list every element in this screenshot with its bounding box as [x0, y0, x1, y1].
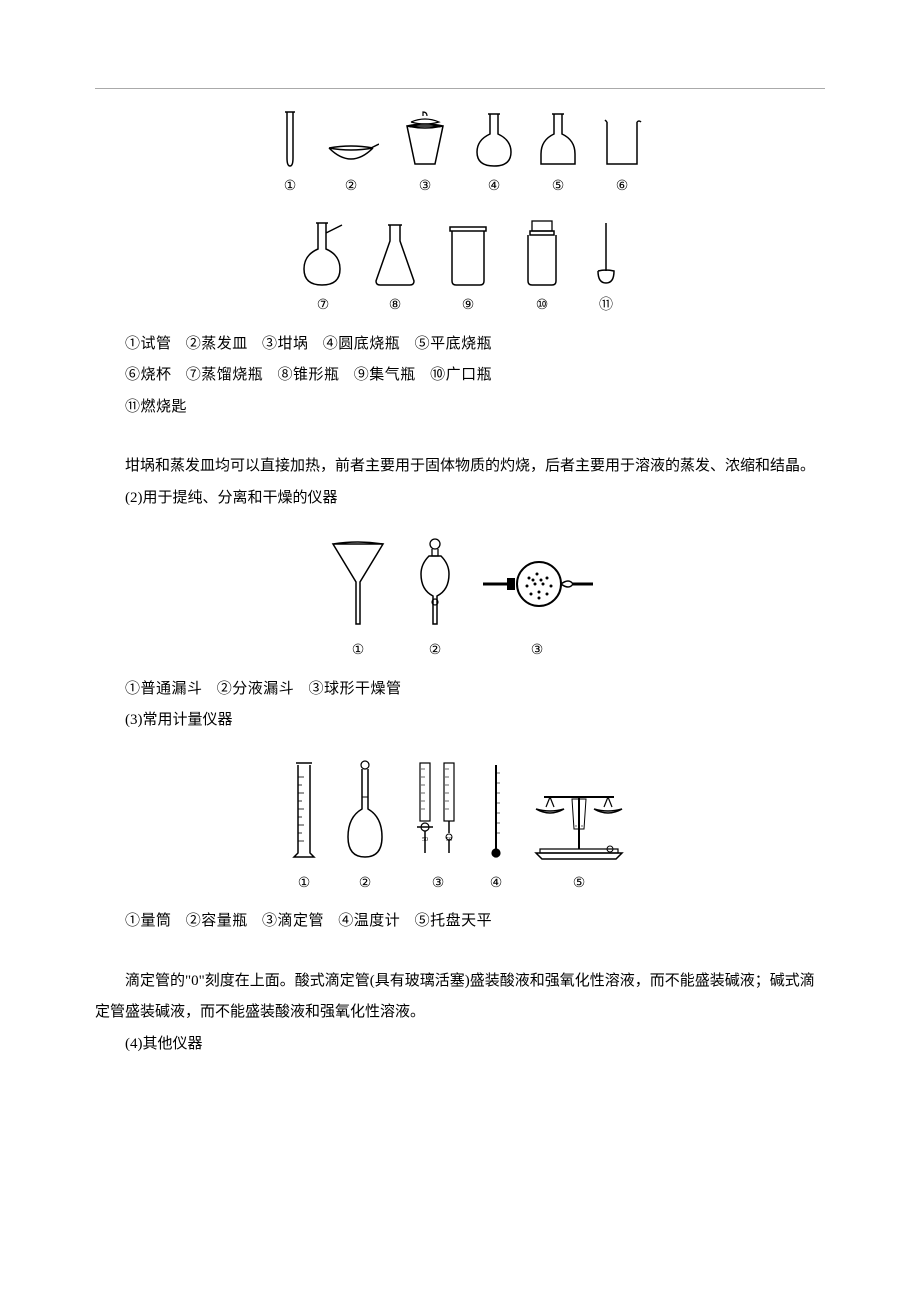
label-3: ③ [419, 172, 432, 201]
label-6: ⑥ [616, 172, 629, 201]
label-9: ⑨ [462, 291, 475, 320]
section2-list: ①普通漏斗 ②分液漏斗 ③球形干燥管 [95, 674, 825, 706]
volumetric-flask-icon: ② [340, 757, 390, 898]
label-8: ⑧ [389, 291, 402, 320]
section3-list: ①量筒 ②容量瓶 ③滴定管 ④温度计 ⑤托盘天平 [95, 906, 825, 938]
section2-diagram: ① ② [95, 534, 825, 665]
s3-label-1: ① [298, 869, 311, 898]
balance-icon: ⑤ [524, 757, 634, 898]
diagram-row-2: ⑦ ⑧ ⑨ ⑩ [95, 217, 825, 320]
section3-explain: 滴定管的"0"刻度在上面。酸式滴定管(具有玻璃活塞)盛装酸液和强氧化性溶液，而不… [95, 966, 825, 1029]
label-2: ② [345, 172, 358, 201]
diagram-row-1: ① ② ③ ④ [95, 110, 825, 201]
erlenmeyer-flask-icon: ⑧ [368, 217, 422, 320]
funnel-icon: ① [323, 534, 393, 665]
section1-diagram: ① ② ③ ④ [95, 110, 825, 321]
svg-text:50: 50 [446, 837, 452, 843]
section2-row: ① ② [95, 534, 825, 665]
label-5: ⑤ [552, 172, 565, 201]
flat-bottom-flask-icon: ⑤ [535, 110, 581, 201]
s3-label-4: ④ [490, 869, 503, 898]
s2-label-3: ③ [531, 636, 544, 665]
crucible-icon: ③ [397, 110, 453, 201]
section2-heading: (2)用于提纯、分离和干燥的仪器 [95, 483, 825, 515]
combustion-spoon-icon: ⑪ [588, 217, 624, 320]
burette-icon: 50 50 ③ [408, 757, 468, 898]
page-content: ① ② ③ ④ [95, 110, 825, 1060]
section1-explain: 坩埚和蒸发皿均可以直接加热，前者主要用于固体物质的灼烧，后者主要用于溶液的蒸发、… [95, 451, 825, 483]
drying-tube-icon: ③ [477, 534, 597, 665]
label-7: ⑦ [317, 291, 330, 320]
distillation-flask-icon: ⑦ [296, 217, 350, 320]
page-top-rule [95, 88, 825, 89]
section1-list-line-2: ⑥烧杯 ⑦蒸馏烧瓶 ⑧锥形瓶 ⑨集气瓶 ⑩广口瓶 [95, 360, 825, 392]
label-10: ⑩ [536, 291, 549, 320]
graduated-cylinder-icon: ① [286, 757, 322, 898]
gas-bottle-icon: ⑨ [440, 217, 496, 320]
separating-funnel-icon: ② [411, 534, 459, 665]
svg-text:50: 50 [422, 837, 428, 843]
label-1: ① [284, 172, 297, 201]
section1-list-line-1: ①试管 ②蒸发皿 ③坩埚 ④圆底烧瓶 ⑤平底烧瓶 [95, 329, 825, 361]
s2-label-1: ① [352, 636, 365, 665]
round-bottom-flask-icon: ④ [471, 110, 517, 201]
evaporating-dish-icon: ② [323, 110, 379, 201]
s3-label-2: ② [359, 869, 372, 898]
thermometer-icon: ④ [486, 757, 506, 898]
beaker-icon: ⑥ [599, 110, 645, 201]
s2-label-2: ② [429, 636, 442, 665]
section4-heading: (4)其他仪器 [95, 1029, 825, 1061]
wide-mouth-bottle-icon: ⑩ [514, 217, 570, 320]
section1-list-line-3: ⑪燃烧匙 [95, 392, 825, 424]
section3-heading: (3)常用计量仪器 [95, 705, 825, 737]
s3-label-5: ⑤ [573, 869, 586, 898]
section3-row: ① ② [95, 757, 825, 898]
label-4: ④ [488, 172, 501, 201]
label-11: ⑪ [599, 291, 613, 320]
section3-diagram: ① ② [95, 757, 825, 898]
s3-label-3: ③ [432, 869, 445, 898]
test-tube-icon: ① [275, 110, 305, 201]
